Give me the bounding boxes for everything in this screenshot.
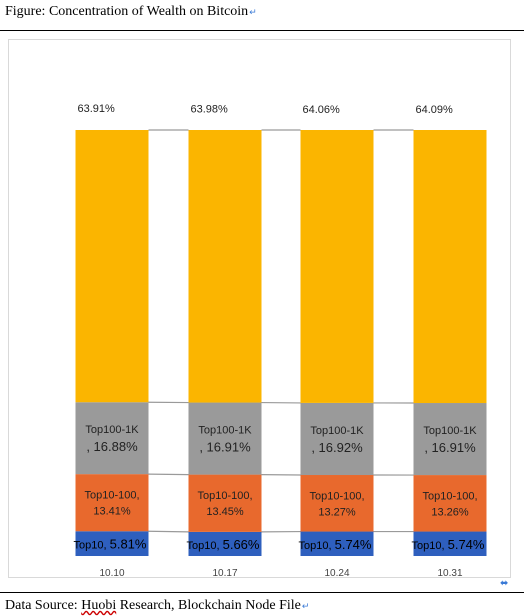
resize-arrow-icon: ⬌	[500, 578, 509, 589]
bar-10.24-series-3	[300, 402, 374, 476]
data-label-10.17-series-1: Top10, 5.66%	[187, 537, 260, 552]
bar-10.17-series-1	[188, 531, 262, 556]
x-tick-label-10.17: 10.17	[212, 568, 237, 577]
bar-10.31-series-2	[413, 475, 487, 532]
data-label-10.31-series-3-line-1: Top100-1K	[423, 425, 477, 437]
bottom-rule	[0, 592, 524, 593]
return-mark-icon: ↵	[249, 7, 257, 17]
data-label-10.24-series-1: Top10, 5.74%	[299, 537, 372, 552]
top-rule	[0, 30, 524, 31]
bar-10.10-series-4	[75, 130, 149, 403]
data-label-10.10-series-3-line-2: , 16.88%	[86, 439, 138, 454]
bar-10.10-series-2	[75, 474, 149, 532]
x-tick-label-10.24: 10.24	[324, 568, 349, 577]
data-label-10.10-series-2-line-1: Top10-100,	[84, 490, 139, 502]
data-source-rest: Research, Blockchain Node File	[116, 598, 301, 613]
data-label-10.17-series-3-line-2: , 16.91%	[199, 440, 251, 455]
data-label-10.24-series-2-line-1: Top10-100,	[309, 490, 364, 502]
data-label-10.24-series-2-line-2: 13.27%	[318, 506, 356, 518]
data-label-10.10-series-1: Top10, 5.81%	[74, 537, 147, 552]
bar-10.24-series-1	[300, 531, 374, 556]
data-label-10.10-series-3-line-1: Top100-1K	[85, 424, 139, 436]
x-tick-label-10.31: 10.31	[437, 568, 462, 577]
bar-10.17-series-2	[188, 474, 262, 532]
data-label-10.24-series-4: 64.06%	[303, 104, 341, 116]
bar-10.10-series-1	[75, 531, 149, 556]
data-label-10.17-series-2-line-1: Top10-100,	[197, 490, 252, 502]
stacked-bar-chart: Top10, 5.81% Top10, 5.66% Top10, 5.74% Top1…	[74, 103, 487, 579]
data-label-10.31-series-2-line-2: 13.26%	[431, 506, 469, 518]
data-label-10.31-series-1: Top10, 5.74%	[412, 537, 485, 552]
data-source: Data Source: Huobi Research, Blockchain …	[5, 598, 309, 614]
data-label-10.17-series-3-line-1: Top100-1K	[198, 425, 252, 437]
data-label-10.31-series-4: 64.09%	[416, 104, 454, 116]
data-label-10.10-series-4: 63.91%	[78, 103, 116, 115]
data-label-10.31-series-2-line-1: Top10-100,	[422, 490, 477, 502]
bar-10.31-series-1	[413, 531, 487, 556]
series-line-1-1	[148, 530, 189, 533]
data-source-prefix: Data Source:	[5, 598, 82, 613]
data-label-10.31-series-3-line-2: , 16.91%	[424, 440, 476, 455]
bar-10.24-series-4	[300, 130, 374, 403]
data-label-10.10-series-2-line-2: 13.41%	[93, 506, 131, 518]
data-label-10.24-series-3-line-1: Top100-1K	[310, 425, 364, 437]
chart-frame: Top10, 5.81% Top10, 5.66% Top10, 5.74% Top1…	[8, 39, 511, 579]
data-label-10.24-series-3-line-2: , 16.92%	[311, 440, 363, 455]
figure-title: Figure: Concentration of Wealth on Bitco…	[5, 4, 257, 20]
data-label-10.17-series-4: 63.98%	[191, 104, 229, 116]
bar-10.17-series-3	[188, 402, 262, 475]
bar-10.31-series-4	[413, 130, 487, 404]
return-mark-icon: ↵	[301, 601, 310, 611]
bar-10.24-series-2	[300, 475, 374, 532]
data-source-huobi: Huobi	[81, 598, 117, 613]
bar-10.10-series-3	[75, 402, 149, 475]
bar-10.17-series-4	[188, 130, 262, 403]
data-label-10.17-series-2-line-2: 13.45%	[206, 506, 244, 518]
figure-title-text: Figure: Concentration of Wealth on Bitco…	[5, 4, 249, 19]
bar-10.31-series-3	[413, 403, 487, 476]
x-tick-label-10.10: 10.10	[99, 568, 124, 577]
